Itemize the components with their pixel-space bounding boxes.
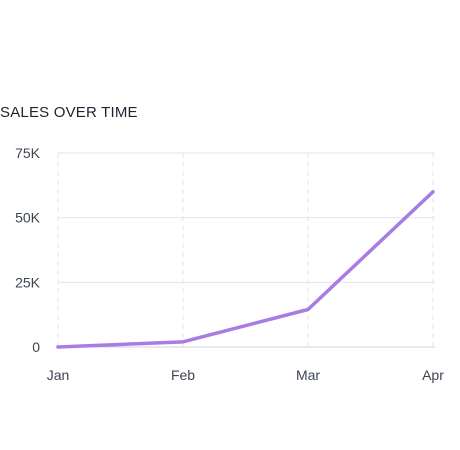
x-tick-label: Apr <box>422 367 444 383</box>
y-tick-label: 0 <box>32 339 40 355</box>
y-tick-label: 50K <box>15 210 41 226</box>
series-line <box>56 190 435 349</box>
x-tick-label: Mar <box>296 367 320 383</box>
x-tick-label: Feb <box>171 367 195 383</box>
series-layer <box>56 190 435 349</box>
chart-title: SALES OVER TIME <box>0 104 138 121</box>
x-tick-label: Jan <box>47 367 70 383</box>
y-tick-label: 75K <box>15 145 41 161</box>
data-point <box>181 340 185 344</box>
data-point <box>306 307 310 311</box>
data-point <box>431 190 435 194</box>
y-tick-label: 25K <box>15 274 41 290</box>
grid-layer <box>57 152 435 347</box>
data-point <box>56 345 60 349</box>
label-layer: 0 25K 50K 75K Jan Feb Mar Apr <box>15 145 444 383</box>
